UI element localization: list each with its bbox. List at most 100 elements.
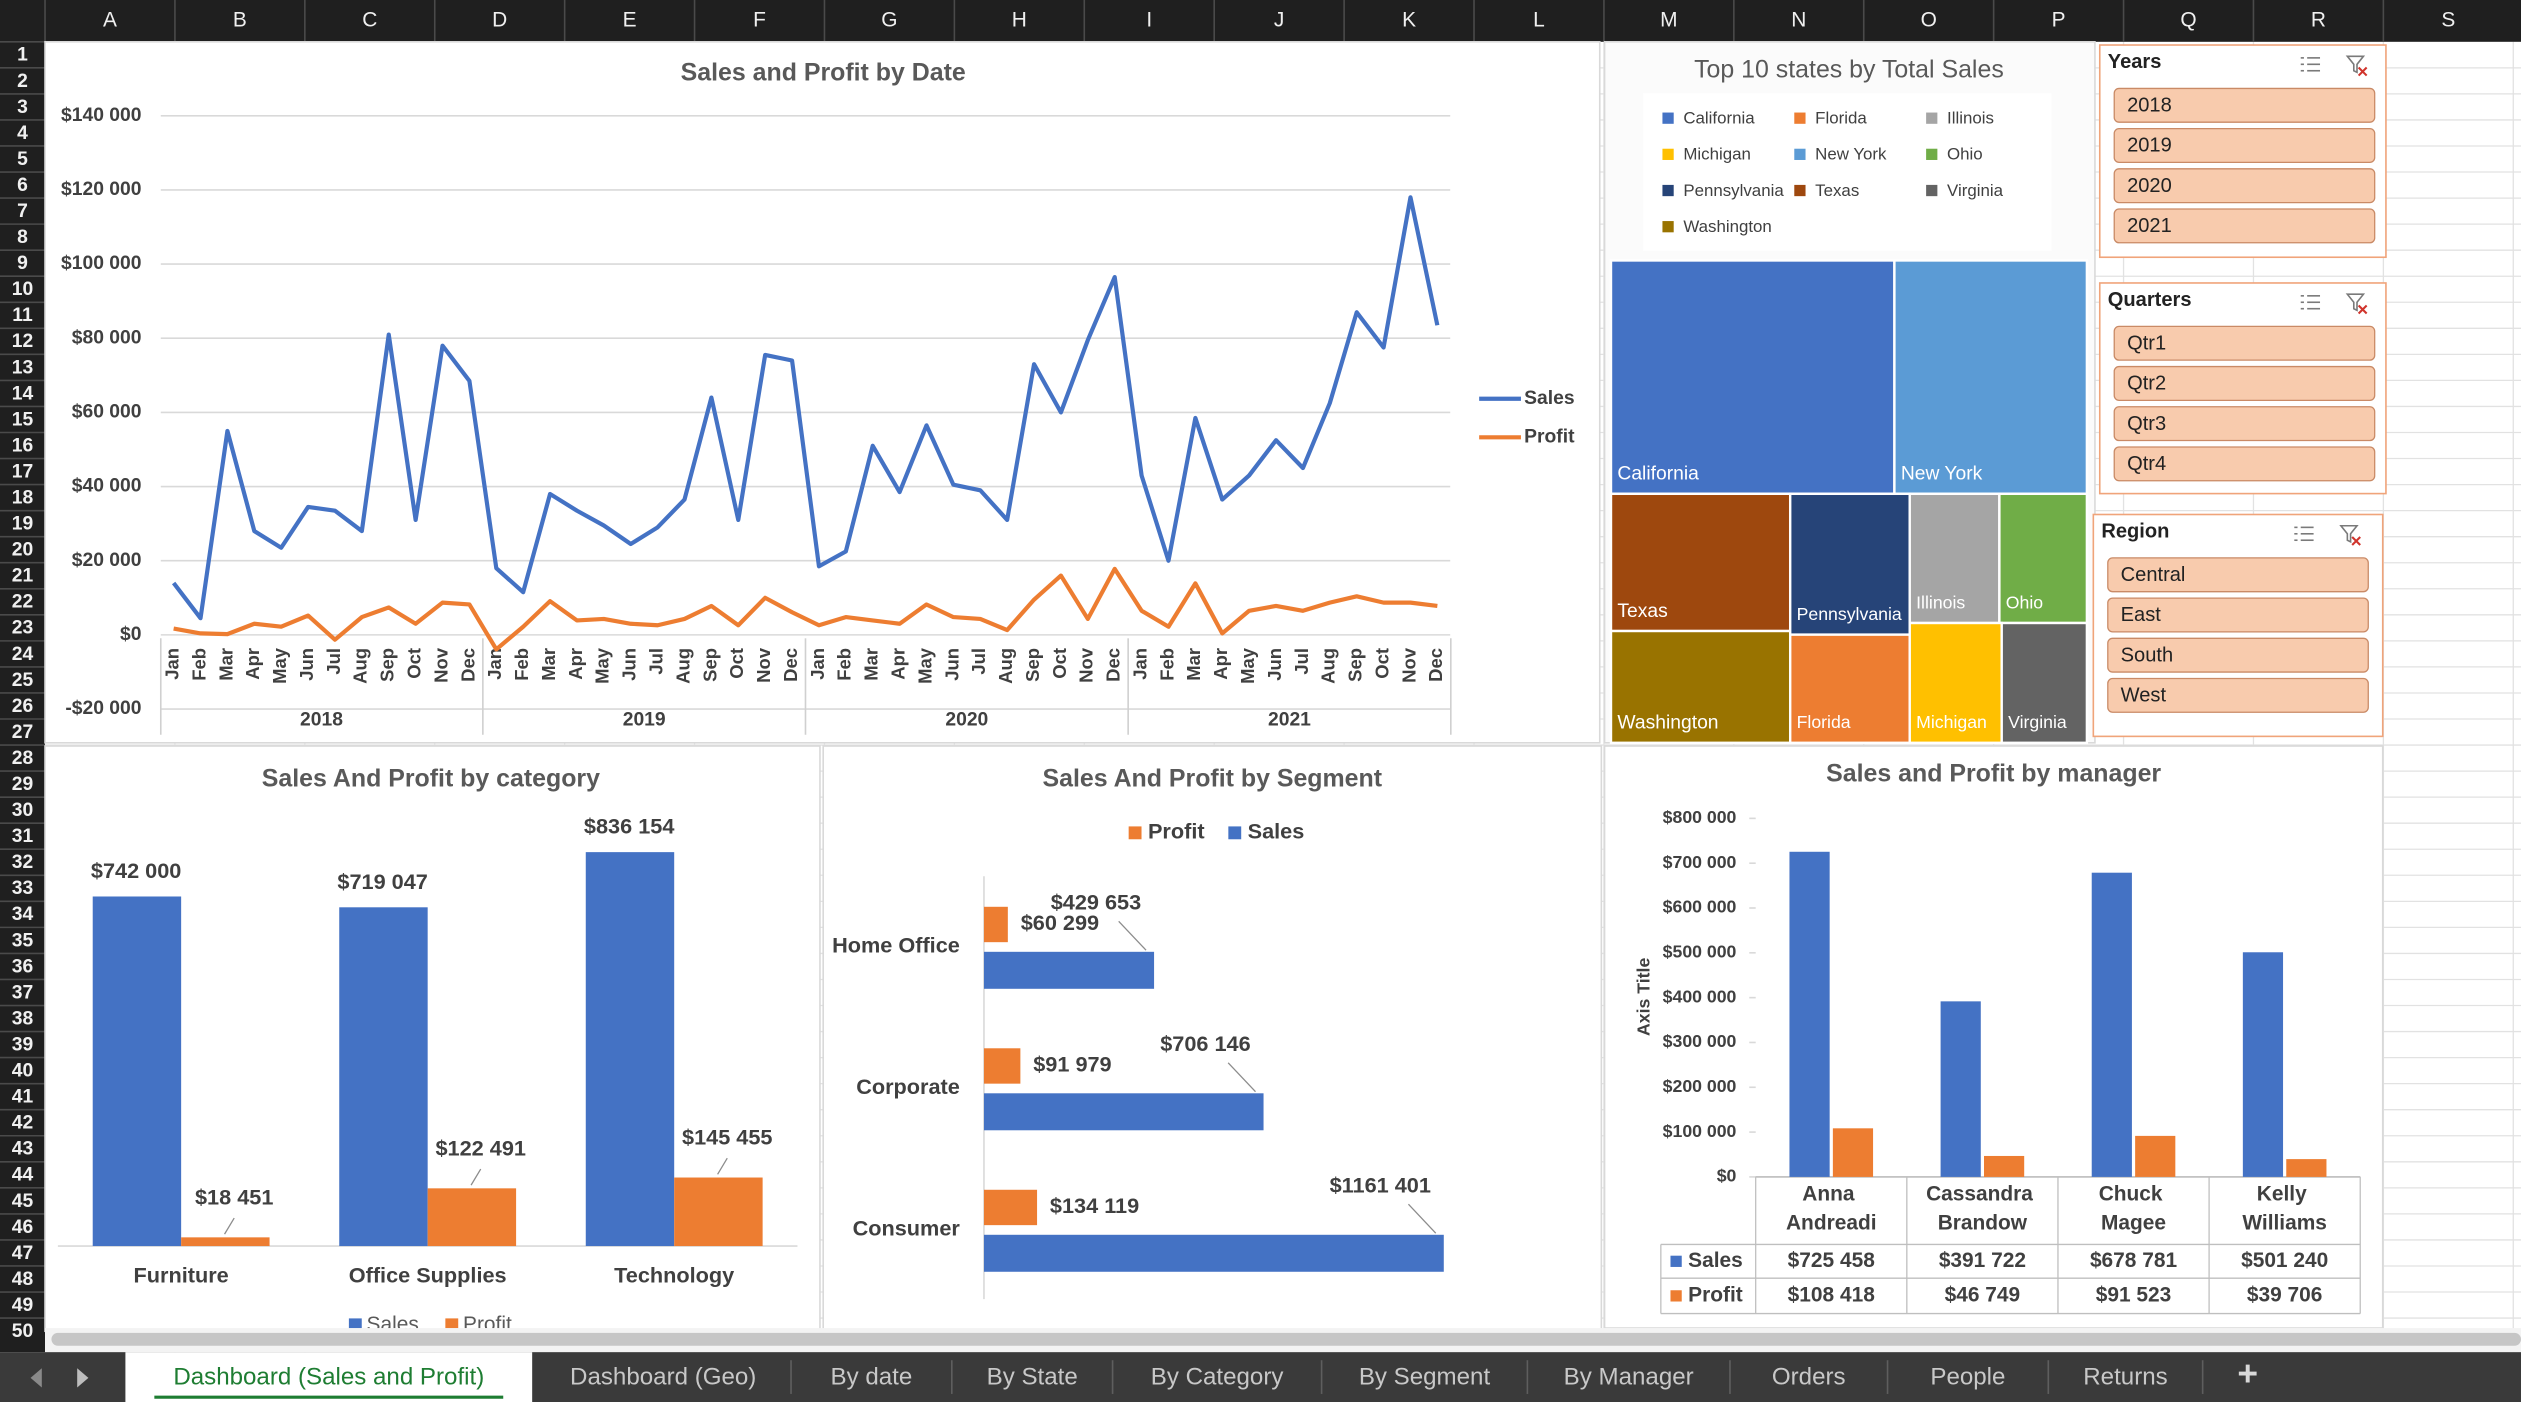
slicer-item[interactable] (2113, 406, 2376, 442)
sheet-tab[interactable]: Orders (1772, 1363, 1846, 1390)
row-header[interactable]: 49 (12, 1295, 33, 1316)
row-header[interactable]: 32 (12, 852, 33, 873)
row-header[interactable]: 5 (17, 149, 28, 170)
slicer-item-label[interactable]: Qtr3 (2127, 413, 2166, 435)
row-header[interactable]: 39 (12, 1034, 33, 1055)
row-header[interactable]: 4 (17, 123, 28, 144)
slicer-item-label[interactable]: Qtr2 (2127, 373, 2166, 395)
row-header[interactable]: 2 (17, 71, 28, 92)
row-header[interactable]: 40 (12, 1061, 33, 1082)
row-header[interactable]: 46 (12, 1217, 34, 1238)
column-header[interactable]: K (1402, 8, 1416, 31)
row-header[interactable]: 21 (12, 566, 34, 587)
slicer-item-label[interactable]: 2020 (2127, 175, 2172, 197)
column-header[interactable]: N (1791, 8, 1806, 31)
row-header[interactable]: 31 (12, 826, 34, 847)
column-header[interactable]: A (103, 8, 117, 31)
row-header[interactable]: 16 (12, 435, 34, 456)
row-header[interactable]: 47 (12, 1243, 33, 1264)
slicer-item-label[interactable]: South (2121, 644, 2173, 666)
slicer-item[interactable] (2113, 127, 2376, 164)
row-header[interactable]: 41 (12, 1087, 34, 1108)
row-header[interactable]: 23 (12, 618, 34, 639)
row-header[interactable]: 18 (12, 488, 34, 509)
row-header[interactable]: 8 (17, 227, 28, 248)
slicer-item[interactable] (2113, 446, 2376, 482)
column-header[interactable]: S (2441, 8, 2455, 31)
row-header[interactable]: 1 (17, 45, 28, 66)
sheet-tab[interactable]: People (1930, 1363, 2005, 1390)
column-header[interactable]: B (233, 8, 247, 31)
clear-filter-icon[interactable] (2357, 66, 2368, 77)
sheet-tab[interactable]: Returns (2083, 1363, 2167, 1390)
sheet-tab[interactable]: By Segment (1359, 1363, 1491, 1390)
slicer-item[interactable] (2107, 637, 2369, 673)
column-header[interactable]: C (362, 8, 377, 31)
row-header[interactable]: 34 (12, 904, 34, 925)
row-header[interactable]: 50 (12, 1321, 33, 1342)
row-header[interactable]: 25 (12, 670, 34, 691)
scroll-right-button[interactable] (77, 1368, 89, 1388)
row-header[interactable]: 12 (12, 331, 33, 352)
row-header[interactable]: 17 (12, 461, 33, 482)
column-header[interactable]: D (492, 8, 507, 31)
column-header[interactable]: M (1660, 8, 1677, 31)
slicer-item-label[interactable]: Qtr4 (2127, 453, 2166, 475)
column-header[interactable]: H (1012, 8, 1027, 31)
row-header[interactable]: 6 (17, 175, 28, 196)
active-sheet-tab[interactable] (125, 1352, 533, 1402)
row-header[interactable]: 30 (12, 800, 33, 821)
row-header[interactable]: 44 (12, 1165, 34, 1186)
row-header[interactable]: 43 (12, 1139, 34, 1160)
row-header[interactable]: 48 (12, 1269, 34, 1290)
row-header[interactable]: 14 (12, 383, 34, 404)
row-header[interactable]: 3 (17, 97, 28, 118)
sheet-tab[interactable]: By Category (1151, 1363, 1284, 1390)
row-header[interactable]: 24 (12, 644, 34, 665)
slicer-item[interactable] (2113, 208, 2376, 244)
slicer-item[interactable] (2113, 87, 2376, 123)
row-header[interactable]: 11 (12, 305, 33, 326)
row-header[interactable]: 15 (12, 409, 34, 430)
column-header[interactable]: J (1274, 8, 1284, 31)
column-header[interactable]: R (2311, 8, 2326, 31)
add-sheet-button[interactable]: + (2237, 1355, 2258, 1394)
slicer-item-label[interactable]: West (2121, 684, 2167, 706)
row-header[interactable]: 13 (12, 357, 34, 378)
row-header[interactable]: 20 (12, 540, 33, 561)
row-header[interactable]: 9 (17, 253, 28, 274)
column-header[interactable]: O (1921, 8, 1937, 31)
scrollbar-thumb[interactable] (51, 1332, 2521, 1346)
slicer-item[interactable] (2107, 557, 2369, 593)
row-header[interactable]: 10 (12, 279, 33, 300)
column-header[interactable]: G (881, 8, 897, 31)
row-header[interactable]: 37 (12, 982, 33, 1003)
clear-filter-icon[interactable] (2357, 304, 2368, 315)
clear-filter-icon[interactable] (2345, 55, 2366, 74)
slicer-item-label[interactable]: 2021 (2127, 215, 2172, 237)
clear-filter-icon[interactable] (2345, 293, 2366, 312)
column-header[interactable]: L (1533, 8, 1545, 31)
sheet-tab[interactable]: By State (987, 1363, 1078, 1390)
column-header[interactable]: Q (2180, 8, 2196, 31)
row-header[interactable]: 33 (12, 878, 34, 899)
slicer-item[interactable] (2107, 597, 2369, 633)
column-header[interactable]: F (753, 8, 766, 31)
clear-filter-icon[interactable] (2339, 524, 2359, 544)
slicer-item[interactable] (2113, 168, 2376, 204)
row-header[interactable]: 28 (12, 748, 34, 769)
row-header[interactable]: 27 (12, 722, 33, 743)
slicer-item-label[interactable]: 2018 (2127, 94, 2172, 116)
sheet-tab[interactable]: Dashboard (Sales and Profit) (173, 1363, 484, 1390)
row-header[interactable]: 45 (12, 1191, 34, 1212)
scroll-left-button[interactable] (30, 1368, 42, 1388)
row-header[interactable]: 7 (17, 201, 28, 222)
row-header[interactable]: 26 (12, 696, 34, 717)
clear-filter-icon[interactable] (2351, 536, 2361, 546)
row-header[interactable]: 38 (12, 1008, 34, 1029)
slicer-item-label[interactable]: East (2121, 604, 2162, 626)
slicer-item[interactable] (2107, 677, 2369, 713)
row-header[interactable]: 29 (12, 774, 33, 795)
column-header[interactable]: I (1146, 8, 1152, 31)
slicer-item[interactable] (2113, 365, 2376, 401)
